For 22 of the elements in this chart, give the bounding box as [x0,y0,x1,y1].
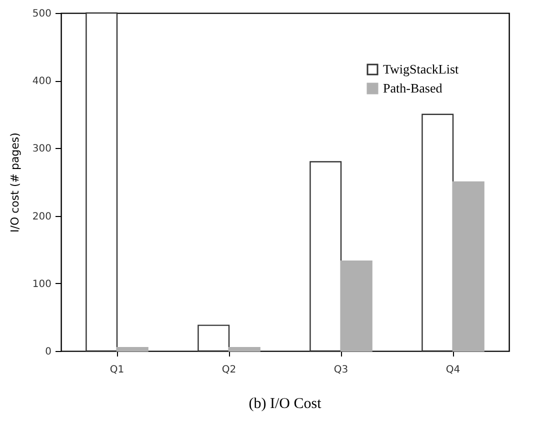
bar [86,12,118,352]
x-tick-label: Q3 [334,364,348,376]
legend-label: TwigStackList [383,62,460,76]
y-tick-label: 400 [32,76,52,88]
x-tick-label: Q1 [110,364,124,376]
bar [228,347,260,352]
text: (b) I/O Cost [248,396,322,412]
y-tick-label: 300 [32,144,52,155]
bar [310,161,342,352]
bar [198,324,230,352]
y-tick-label: 100 [32,278,52,290]
y-tick-label: 500 [32,8,52,20]
bar [422,114,454,352]
legend-label: Path-Based [383,80,443,96]
y-axis-title: I/O cost (# pages) [8,132,22,232]
x-tick-label: Q2 [222,364,236,376]
bar [452,181,484,352]
bar [116,347,148,352]
y-tick-label: 0 [45,346,52,358]
y-tick-label: 200 [32,211,52,222]
bar [340,260,372,352]
x-tick-label: Q4 [446,364,460,376]
